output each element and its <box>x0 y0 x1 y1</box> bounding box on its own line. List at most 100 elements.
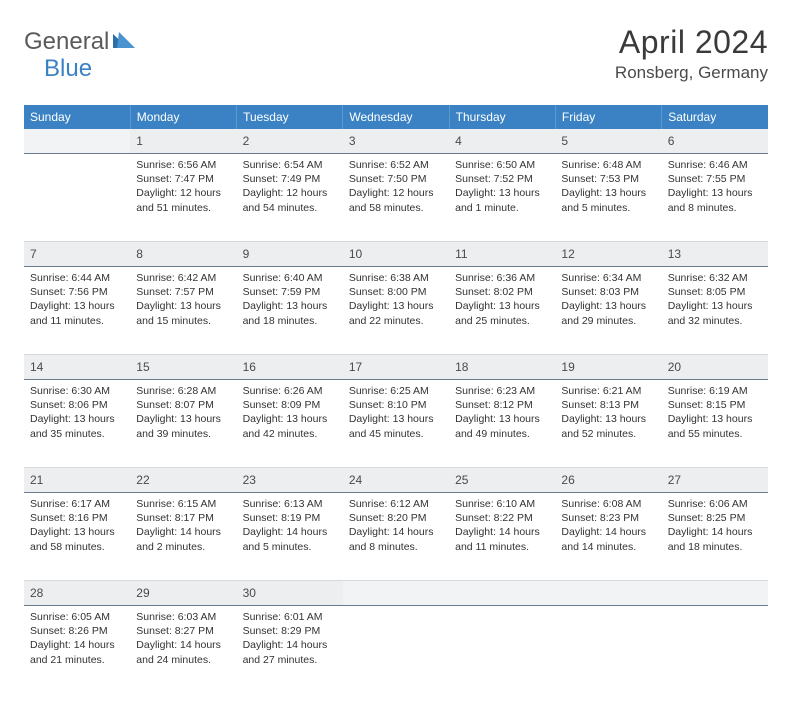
sunset-line: Sunset: 8:20 PM <box>349 511 443 525</box>
day-cell: Sunrise: 6:12 AMSunset: 8:20 PMDaylight:… <box>343 493 449 581</box>
day-number-cell: 3 <box>343 129 449 154</box>
daylight-line: Daylight: 14 hours and 2 minutes. <box>136 525 230 553</box>
sunset-line: Sunset: 7:56 PM <box>30 285 124 299</box>
sunset-line: Sunset: 8:16 PM <box>30 511 124 525</box>
day-cell: Sunrise: 6:50 AMSunset: 7:52 PMDaylight:… <box>449 154 555 242</box>
day-number: 10 <box>349 247 362 261</box>
daylight-line: Daylight: 13 hours and 55 minutes. <box>668 412 762 440</box>
day-number-cell: 16 <box>237 355 343 380</box>
day-number-cell: 21 <box>24 468 130 493</box>
day-number-cell: 20 <box>662 355 768 380</box>
day-number: 15 <box>136 360 149 374</box>
sunset-line: Sunset: 8:09 PM <box>243 398 337 412</box>
sunrise-line: Sunrise: 6:52 AM <box>349 158 443 172</box>
sunrise-line: Sunrise: 6:42 AM <box>136 271 230 285</box>
sunrise-line: Sunrise: 6:46 AM <box>668 158 762 172</box>
day-content-row: Sunrise: 6:30 AMSunset: 8:06 PMDaylight:… <box>24 380 768 468</box>
sunrise-line: Sunrise: 6:21 AM <box>561 384 655 398</box>
sunset-line: Sunset: 8:00 PM <box>349 285 443 299</box>
day-number: 27 <box>668 473 681 487</box>
sunset-line: Sunset: 8:26 PM <box>30 624 124 638</box>
day-cell: Sunrise: 6:19 AMSunset: 8:15 PMDaylight:… <box>662 380 768 468</box>
daylight-line: Daylight: 13 hours and 42 minutes. <box>243 412 337 440</box>
daylight-line: Daylight: 14 hours and 8 minutes. <box>349 525 443 553</box>
brand-triangle-icon <box>113 30 139 55</box>
day-cell: Sunrise: 6:15 AMSunset: 8:17 PMDaylight:… <box>130 493 236 581</box>
day-cell-content: Sunrise: 6:19 AMSunset: 8:15 PMDaylight:… <box>662 380 768 447</box>
day-cell: Sunrise: 6:10 AMSunset: 8:22 PMDaylight:… <box>449 493 555 581</box>
day-header: Tuesday <box>237 105 343 129</box>
day-cell-content: Sunrise: 6:13 AMSunset: 8:19 PMDaylight:… <box>237 493 343 560</box>
day-cell-content: Sunrise: 6:26 AMSunset: 8:09 PMDaylight:… <box>237 380 343 447</box>
day-cell-content: Sunrise: 6:42 AMSunset: 7:57 PMDaylight:… <box>130 267 236 334</box>
day-number: 14 <box>30 360 43 374</box>
day-number-cell: 19 <box>555 355 661 380</box>
day-number: 6 <box>668 134 675 148</box>
day-number: 4 <box>455 134 462 148</box>
sunrise-line: Sunrise: 6:48 AM <box>561 158 655 172</box>
day-number-cell: 6 <box>662 129 768 154</box>
day-cell-content: Sunrise: 6:06 AMSunset: 8:25 PMDaylight:… <box>662 493 768 560</box>
daylight-line: Daylight: 13 hours and 11 minutes. <box>30 299 124 327</box>
day-cell: Sunrise: 6:08 AMSunset: 8:23 PMDaylight:… <box>555 493 661 581</box>
day-cell-content: Sunrise: 6:15 AMSunset: 8:17 PMDaylight:… <box>130 493 236 560</box>
day-number-row: 123456 <box>24 129 768 154</box>
sunset-line: Sunset: 7:50 PM <box>349 172 443 186</box>
sunset-line: Sunset: 8:17 PM <box>136 511 230 525</box>
day-cell-content: Sunrise: 6:21 AMSunset: 8:13 PMDaylight:… <box>555 380 661 447</box>
day-cell-content: Sunrise: 6:38 AMSunset: 8:00 PMDaylight:… <box>343 267 449 334</box>
page-title: April 2024 <box>615 24 768 61</box>
day-cell: Sunrise: 6:48 AMSunset: 7:53 PMDaylight:… <box>555 154 661 242</box>
day-cell-content: Sunrise: 6:54 AMSunset: 7:49 PMDaylight:… <box>237 154 343 221</box>
day-number-cell: 2 <box>237 129 343 154</box>
sunset-line: Sunset: 8:02 PM <box>455 285 549 299</box>
day-cell-content: Sunrise: 6:05 AMSunset: 8:26 PMDaylight:… <box>24 606 130 673</box>
day-cell-content: Sunrise: 6:40 AMSunset: 7:59 PMDaylight:… <box>237 267 343 334</box>
sunset-line: Sunset: 7:55 PM <box>668 172 762 186</box>
sunrise-line: Sunrise: 6:54 AM <box>243 158 337 172</box>
day-number-cell: 1 <box>130 129 236 154</box>
day-number: 25 <box>455 473 468 487</box>
day-cell: Sunrise: 6:05 AMSunset: 8:26 PMDaylight:… <box>24 606 130 694</box>
day-cell: Sunrise: 6:42 AMSunset: 7:57 PMDaylight:… <box>130 267 236 355</box>
day-number: 8 <box>136 247 143 261</box>
day-cell <box>662 606 768 694</box>
day-cell-content: Sunrise: 6:10 AMSunset: 8:22 PMDaylight:… <box>449 493 555 560</box>
sunrise-line: Sunrise: 6:01 AM <box>243 610 337 624</box>
day-cell-content: Sunrise: 6:08 AMSunset: 8:23 PMDaylight:… <box>555 493 661 560</box>
sunrise-line: Sunrise: 6:26 AM <box>243 384 337 398</box>
day-cell-content: Sunrise: 6:28 AMSunset: 8:07 PMDaylight:… <box>130 380 236 447</box>
daylight-line: Daylight: 12 hours and 51 minutes. <box>136 186 230 214</box>
sunset-line: Sunset: 8:07 PM <box>136 398 230 412</box>
daylight-line: Daylight: 13 hours and 22 minutes. <box>349 299 443 327</box>
day-cell: Sunrise: 6:03 AMSunset: 8:27 PMDaylight:… <box>130 606 236 694</box>
page-root: General April 2024 Ronsberg, Germany Blu… <box>0 0 792 704</box>
day-cell-content: Sunrise: 6:46 AMSunset: 7:55 PMDaylight:… <box>662 154 768 221</box>
day-cell: Sunrise: 6:01 AMSunset: 8:29 PMDaylight:… <box>237 606 343 694</box>
day-cell: Sunrise: 6:13 AMSunset: 8:19 PMDaylight:… <box>237 493 343 581</box>
day-number-cell: 9 <box>237 242 343 267</box>
day-number-cell: 8 <box>130 242 236 267</box>
sunset-line: Sunset: 8:22 PM <box>455 511 549 525</box>
day-cell: Sunrise: 6:06 AMSunset: 8:25 PMDaylight:… <box>662 493 768 581</box>
day-cell: Sunrise: 6:38 AMSunset: 8:00 PMDaylight:… <box>343 267 449 355</box>
day-number: 18 <box>455 360 468 374</box>
day-number-row: 21222324252627 <box>24 468 768 493</box>
daylight-line: Daylight: 13 hours and 29 minutes. <box>561 299 655 327</box>
day-number-cell: 25 <box>449 468 555 493</box>
day-header: Thursday <box>449 105 555 129</box>
day-cell-content: Sunrise: 6:01 AMSunset: 8:29 PMDaylight:… <box>237 606 343 673</box>
day-number-cell <box>24 129 130 154</box>
sunrise-line: Sunrise: 6:28 AM <box>136 384 230 398</box>
day-number-row: 14151617181920 <box>24 355 768 380</box>
day-cell-content: Sunrise: 6:23 AMSunset: 8:12 PMDaylight:… <box>449 380 555 447</box>
day-number: 11 <box>455 247 467 261</box>
daylight-line: Daylight: 14 hours and 11 minutes. <box>455 525 549 553</box>
calendar-body: 123456Sunrise: 6:56 AMSunset: 7:47 PMDay… <box>24 129 768 694</box>
day-cell: Sunrise: 6:23 AMSunset: 8:12 PMDaylight:… <box>449 380 555 468</box>
brand-word1: General <box>24 28 109 56</box>
sunrise-line: Sunrise: 6:05 AM <box>30 610 124 624</box>
calendar-head: SundayMondayTuesdayWednesdayThursdayFrid… <box>24 105 768 129</box>
day-cell: Sunrise: 6:44 AMSunset: 7:56 PMDaylight:… <box>24 267 130 355</box>
day-number-cell: 7 <box>24 242 130 267</box>
